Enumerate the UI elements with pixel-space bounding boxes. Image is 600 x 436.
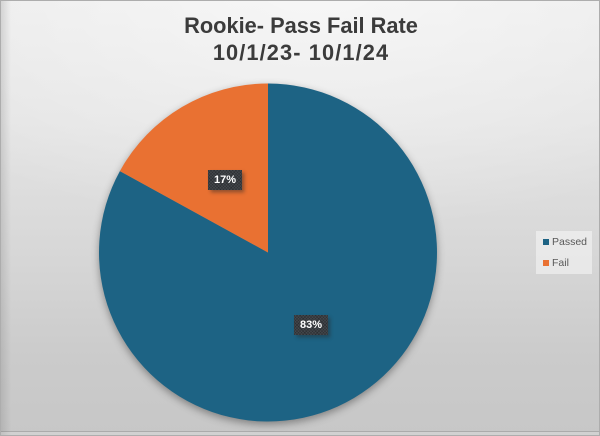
legend-swatch-fail-icon: [543, 260, 549, 267]
bottom-edge-strip: [1, 432, 599, 435]
data-label-passed: 83%: [294, 315, 328, 335]
chart-title-line-2: 10/1/23- 10/1/24: [212, 40, 390, 65]
legend-label-passed: Passed: [552, 235, 588, 248]
legend-swatch-passed-icon: [543, 238, 549, 245]
legend: Passed Fail: [536, 231, 592, 274]
legend-label-fail: Fail: [552, 257, 569, 270]
chart-title: Rookie- Pass Fail Rate 10/1/23- 10/1/24: [1, 12, 599, 66]
legend-item-fail: Fail: [543, 253, 592, 275]
legend-item-passed: Passed: [543, 231, 592, 253]
data-label-fail: 17%: [208, 170, 242, 190]
pie-slice-fail: [119, 83, 269, 253]
bottom-edge-line: [1, 431, 599, 432]
chart-title-line-1: Rookie- Pass Fail Rate: [184, 13, 418, 38]
pie-slice-passed: [98, 83, 437, 422]
